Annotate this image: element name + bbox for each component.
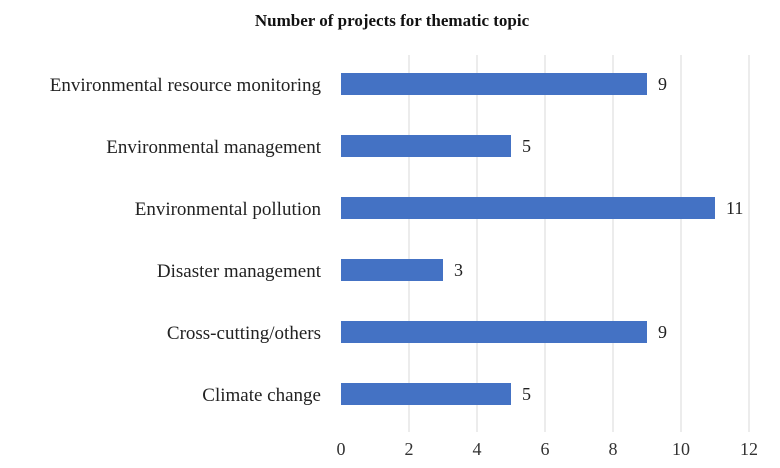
data-label: 11 (726, 198, 743, 218)
x-axis-tick-labels: 0 2 4 6 8 10 12 (337, 439, 759, 459)
x-tick-label: 10 (672, 439, 690, 459)
x-tick-label: 2 (405, 439, 414, 459)
x-tick-label: 12 (740, 439, 758, 459)
x-tick-label: 6 (541, 439, 550, 459)
bar (341, 73, 647, 95)
data-label: 5 (522, 384, 531, 404)
x-tick-label: 8 (609, 439, 618, 459)
gridlines (408, 55, 750, 432)
data-labels: 9 5 11 3 9 5 (454, 74, 743, 404)
category-label: Environmental management (106, 137, 321, 158)
x-tick-label: 4 (473, 439, 482, 459)
data-label: 9 (658, 74, 667, 94)
category-labels: Environmental resource monitoring Environ… (50, 75, 322, 406)
bar (341, 197, 715, 219)
category-label: Climate change (202, 385, 321, 406)
bar (341, 383, 511, 405)
data-label: 5 (522, 136, 531, 156)
data-label: 9 (658, 322, 667, 342)
data-label: 3 (454, 260, 463, 280)
bar (341, 259, 443, 281)
bars (341, 73, 715, 405)
bar (341, 321, 647, 343)
x-tick-label: 0 (337, 439, 346, 459)
chart-title: Number of projects for thematic topic (255, 11, 530, 30)
category-label: Environmental resource monitoring (50, 75, 322, 96)
category-label: Disaster management (157, 261, 322, 282)
category-label: Environmental pollution (135, 199, 322, 220)
bar (341, 135, 511, 157)
category-label: Cross-cutting/others (167, 323, 321, 344)
